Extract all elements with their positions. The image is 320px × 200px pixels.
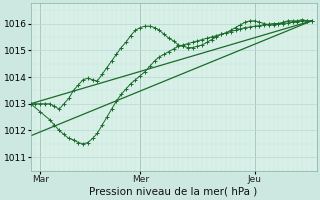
X-axis label: Pression niveau de la mer( hPa ): Pression niveau de la mer( hPa ) [90, 187, 258, 197]
